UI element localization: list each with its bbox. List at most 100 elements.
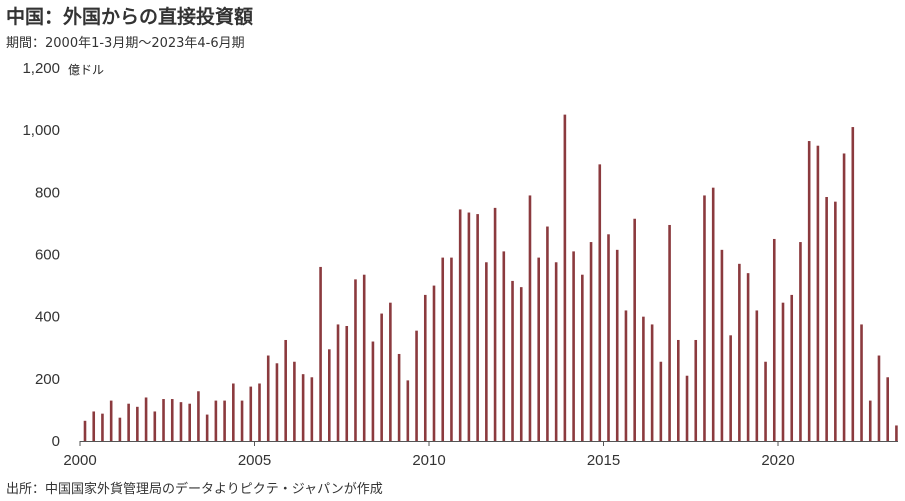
bar — [380, 313, 383, 441]
bar — [650, 324, 654, 441]
bar — [860, 324, 863, 441]
bar — [807, 141, 811, 441]
bar — [729, 335, 732, 441]
bar — [275, 363, 279, 441]
bar — [868, 400, 872, 441]
bar — [720, 249, 724, 441]
bar — [546, 226, 549, 441]
bar — [83, 420, 87, 441]
bar — [572, 251, 575, 441]
bar — [633, 218, 636, 441]
bar — [895, 425, 898, 441]
y-unit-label: 億ドル — [68, 63, 104, 77]
bar — [825, 196, 828, 441]
x-tick-label: 2020 — [761, 452, 794, 469]
y-tick-label: 200 — [35, 371, 60, 388]
bar — [755, 310, 759, 441]
bar — [615, 249, 619, 441]
bar — [101, 413, 104, 441]
bar — [319, 266, 322, 441]
bar — [415, 330, 418, 441]
bar — [668, 224, 671, 441]
bar — [581, 274, 584, 441]
bar — [528, 195, 532, 441]
bar — [450, 257, 453, 441]
y-tick-label: 400 — [35, 309, 60, 326]
bar — [153, 411, 157, 441]
bar — [772, 238, 776, 441]
bar — [258, 383, 261, 441]
bar — [423, 294, 427, 441]
bar — [746, 273, 750, 441]
bar — [118, 417, 122, 441]
bar — [397, 353, 401, 441]
bar — [851, 127, 855, 441]
bar — [694, 339, 698, 441]
bar — [842, 153, 846, 441]
bar — [834, 201, 837, 441]
bar — [877, 355, 881, 441]
chart-subtitle: 期間：2000年1-3月期～2023年4-6月期 — [6, 36, 245, 51]
bar — [432, 285, 436, 441]
y-tick-label: 1,000 — [22, 122, 60, 139]
bar — [467, 212, 471, 441]
bar — [511, 280, 514, 441]
bar — [284, 339, 287, 441]
bar — [301, 374, 305, 441]
bar — [197, 391, 200, 441]
x-tick-label: 2005 — [238, 452, 271, 469]
bar — [406, 380, 410, 441]
bar — [554, 262, 558, 441]
bar — [677, 339, 680, 441]
x-tick-label: 2015 — [587, 452, 620, 469]
bar — [144, 397, 148, 441]
bar — [345, 325, 349, 441]
source-note: 出所：中国国家外貨管理局のデータよりピクテ・ジャパンが作成 — [6, 482, 383, 497]
bar — [659, 361, 663, 441]
bar — [214, 400, 218, 441]
bar — [598, 164, 602, 441]
bar — [781, 302, 785, 441]
bar — [537, 257, 540, 441]
bar — [389, 302, 392, 441]
bar — [816, 145, 820, 442]
bar — [293, 361, 296, 441]
bar — [563, 114, 567, 441]
bar — [240, 400, 244, 441]
y-tick-label: 1,200 — [22, 60, 60, 77]
bar — [441, 257, 445, 441]
bar — [310, 377, 314, 441]
bar — [738, 263, 741, 441]
bar — [624, 310, 628, 441]
bar — [170, 399, 174, 441]
bar — [362, 274, 366, 441]
y-tick-label: 800 — [35, 184, 60, 201]
bar — [502, 251, 506, 441]
x-tick-label: 2000 — [63, 452, 96, 469]
bar — [328, 349, 331, 441]
y-tick-label: 0 — [52, 433, 60, 450]
bar — [711, 187, 715, 441]
bar — [519, 287, 523, 441]
y-tick-label: 600 — [35, 247, 60, 264]
bar — [764, 361, 767, 441]
bar — [493, 207, 497, 441]
bar — [371, 341, 375, 441]
bar — [109, 400, 113, 441]
bar — [589, 242, 593, 441]
bar — [205, 414, 209, 441]
bar — [685, 375, 689, 441]
bar — [485, 262, 488, 441]
bar — [249, 386, 253, 441]
bar — [162, 399, 165, 441]
bar — [266, 355, 270, 441]
bar — [188, 403, 191, 441]
bar — [799, 242, 802, 441]
bar — [336, 324, 340, 441]
bar — [703, 195, 706, 441]
x-tick-label: 2010 — [412, 452, 445, 469]
bar — [476, 214, 479, 441]
bar — [790, 294, 794, 441]
chart-title: 中国：外国からの直接投資額 — [6, 6, 254, 28]
